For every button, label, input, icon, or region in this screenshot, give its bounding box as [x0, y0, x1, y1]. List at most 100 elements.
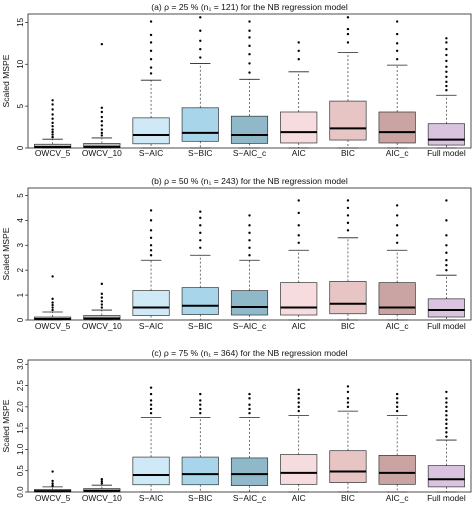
category-label: AIC_c	[386, 148, 409, 158]
outlier-point	[346, 405, 350, 409]
outlier-point	[149, 254, 153, 257]
outlier-point	[297, 58, 300, 61]
outlier-point	[100, 296, 104, 299]
y-tick-label: 2.0	[16, 401, 25, 413]
outlier-point	[248, 53, 251, 56]
outlier-point	[100, 480, 104, 483]
outlier-point	[445, 84, 448, 88]
outlier-point	[395, 224, 399, 227]
outlier-point	[395, 241, 399, 244]
box-9	[427, 199, 465, 321]
outlier-point	[100, 478, 104, 481]
outlier-point	[51, 275, 54, 278]
category-label: S−AIC_c	[233, 148, 266, 158]
outlier-point	[149, 403, 153, 406]
iqr-box	[132, 456, 170, 486]
category-label: BIC	[341, 493, 355, 503]
box-5	[230, 20, 269, 149]
outlier-point	[149, 33, 153, 37]
iqr-box	[132, 117, 170, 145]
iqr-box	[83, 143, 121, 149]
outlier-point	[51, 117, 54, 120]
iqr-box	[230, 115, 269, 144]
box-7	[329, 385, 367, 493]
outlier-point	[51, 297, 54, 301]
outlier-point	[149, 209, 153, 212]
y-axis-label: Scaled MSPE	[1, 54, 11, 107]
outlier-point	[100, 303, 104, 306]
box-1	[34, 275, 72, 321]
outlier-point	[51, 482, 54, 485]
iqr-box	[181, 107, 219, 142]
outlier-point	[199, 216, 202, 220]
outlier-point	[297, 211, 300, 215]
outlier-point	[248, 62, 251, 65]
outlier-point	[445, 422, 448, 426]
outlier-point	[346, 199, 350, 202]
outlier-point	[445, 405, 448, 409]
outlier-point	[248, 214, 251, 217]
y-tick-label: 5	[16, 103, 25, 108]
outlier-point	[100, 300, 104, 303]
outlier-point	[395, 401, 399, 404]
box-4	[181, 16, 219, 149]
outlier-point	[149, 66, 153, 69]
category-label: AIC	[292, 321, 306, 331]
outlier-point	[51, 301, 54, 304]
outlier-point	[149, 399, 153, 402]
outlier-point	[346, 214, 350, 217]
outlier-point	[100, 42, 104, 46]
box-3	[132, 209, 170, 321]
iqr-box	[427, 123, 465, 146]
outlier-point	[297, 392, 300, 396]
iqr-box	[427, 465, 465, 488]
iqr-box	[378, 455, 416, 485]
outlier-point	[199, 412, 202, 415]
y-axis-label: Scaled MSPE	[1, 399, 11, 452]
box-7	[329, 199, 367, 321]
outlier-point	[248, 412, 251, 415]
outlier-point	[346, 221, 350, 225]
outlier-point	[297, 401, 300, 404]
outlier-point	[199, 56, 202, 59]
outlier-point	[149, 219, 153, 222]
outlier-point	[297, 199, 300, 202]
outlier-point	[346, 206, 350, 210]
outlier-point	[100, 106, 104, 110]
outlier-point	[445, 37, 448, 40]
iqr-box	[132, 290, 170, 316]
category-label: OWCV_5	[35, 493, 71, 503]
outlier-point	[395, 20, 399, 23]
outlier-point	[199, 224, 202, 227]
outlier-point	[199, 239, 202, 242]
outlier-point	[297, 241, 300, 244]
outlier-point	[149, 41, 153, 44]
iqr-box	[378, 282, 416, 315]
outlier-point	[346, 397, 350, 400]
outlier-point	[248, 29, 251, 32]
y-tick-label: 10	[16, 59, 25, 68]
outlier-point	[297, 41, 300, 44]
box-5	[230, 392, 269, 493]
outlier-point	[199, 47, 202, 51]
outlier-point	[445, 435, 448, 438]
outlier-point	[248, 407, 251, 411]
outlier-point	[297, 397, 300, 400]
outlier-point	[346, 401, 350, 404]
iqr-box	[329, 100, 367, 141]
outlier-point	[51, 470, 54, 473]
outlier-point	[199, 399, 202, 402]
category-label: S−BIC	[188, 493, 212, 503]
iqr-box	[280, 282, 318, 316]
box-5	[230, 214, 269, 321]
category-label: AIC_c	[386, 493, 409, 503]
category-label: S−AIC	[139, 321, 163, 331]
outlier-point	[445, 244, 448, 247]
outlier-point	[199, 407, 202, 411]
category-label: OWCV_5	[35, 148, 71, 158]
outlier-point	[395, 42, 399, 45]
outlier-point	[297, 405, 300, 409]
outlier-point	[445, 426, 448, 430]
category-label: Full model	[427, 148, 466, 158]
